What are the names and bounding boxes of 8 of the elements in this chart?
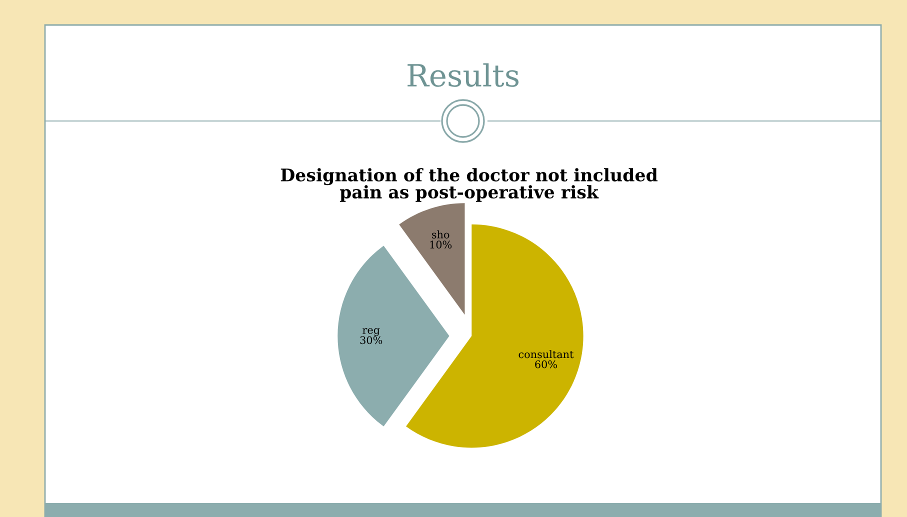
chart-subtitle: Designation of the doctor not included pain as post-operative risk: [280, 168, 658, 202]
chart-title: Results: [408, 63, 519, 87]
slice-label: consultant: [518, 350, 574, 358]
slice-label: reg: [362, 328, 380, 336]
data-label: 60%: [535, 360, 557, 368]
data-label: 30%: [360, 336, 382, 344]
data-label: 10%: [430, 240, 452, 249]
slice-label: sho: [432, 230, 450, 238]
